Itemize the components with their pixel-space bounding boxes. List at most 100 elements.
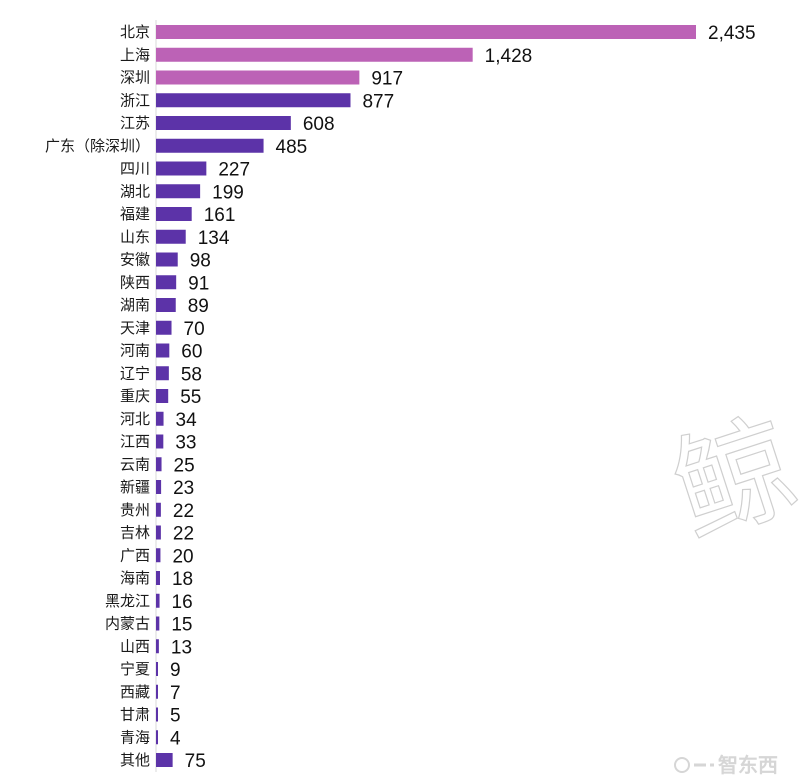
watermark-glyph: 鲸 xyxy=(657,395,800,564)
category-label: 吉林 xyxy=(120,524,150,542)
value-label: 18 xyxy=(172,569,193,590)
value-label: 70 xyxy=(184,319,205,340)
watermark-glyph-text: 鲸 xyxy=(657,395,800,563)
bar xyxy=(156,411,164,426)
value-label: 2,435 xyxy=(708,23,756,44)
category-label: 贵州 xyxy=(120,501,150,519)
bar xyxy=(156,366,169,381)
bar xyxy=(156,184,201,199)
bar xyxy=(156,298,176,312)
category-label: 宁夏 xyxy=(120,660,150,678)
bar xyxy=(156,320,172,335)
bar xyxy=(156,480,162,494)
value-label: 22 xyxy=(173,524,194,545)
value-label: 55 xyxy=(180,387,201,408)
value-label: 199 xyxy=(212,182,244,203)
bar xyxy=(156,639,159,654)
bar xyxy=(156,389,169,403)
logo-text: 智东西 xyxy=(718,753,778,777)
category-label: 内蒙古 xyxy=(105,615,150,633)
value-label: 98 xyxy=(190,251,211,272)
value-label: 5 xyxy=(170,706,181,727)
category-label: 江西 xyxy=(120,433,150,451)
category-label: 重庆 xyxy=(120,387,150,405)
bar xyxy=(156,343,170,358)
value-label: 33 xyxy=(175,433,196,454)
value-label: 4 xyxy=(170,728,181,749)
category-label: 黑龙江 xyxy=(105,592,150,610)
bar xyxy=(156,753,173,767)
value-label: 20 xyxy=(172,546,193,567)
value-label: 227 xyxy=(218,160,250,181)
category-label: 新疆 xyxy=(120,478,150,496)
value-label: 1,428 xyxy=(485,46,533,67)
bar xyxy=(156,252,178,267)
value-label: 608 xyxy=(303,114,335,135)
value-label: 23 xyxy=(173,478,194,499)
category-label: 山西 xyxy=(120,637,150,655)
category-label: 海南 xyxy=(120,569,150,587)
category-label: 广西 xyxy=(120,546,150,564)
value-label: 25 xyxy=(174,455,195,476)
value-label: 485 xyxy=(276,137,308,158)
bar xyxy=(156,616,160,631)
category-label: 云南 xyxy=(120,455,150,473)
value-label: 13 xyxy=(171,637,192,658)
bar xyxy=(156,275,177,290)
value-label: 161 xyxy=(204,205,236,226)
bar xyxy=(156,571,160,585)
bar xyxy=(156,25,696,39)
value-label: 877 xyxy=(362,91,394,112)
bar xyxy=(156,525,161,540)
value-label: 22 xyxy=(173,501,194,522)
bar xyxy=(156,161,207,176)
category-label: 安徽 xyxy=(120,251,150,269)
value-label: 34 xyxy=(176,410,198,431)
bottom-logo: 智东西 xyxy=(674,753,778,777)
category-label: 湖北 xyxy=(120,182,150,200)
category-label: 福建 xyxy=(120,205,150,223)
category-label: 深圳 xyxy=(120,69,150,87)
category-label: 辽宁 xyxy=(120,364,150,382)
value-label: 15 xyxy=(171,615,192,636)
bar xyxy=(156,138,264,153)
bar xyxy=(156,593,160,608)
category-label: 青海 xyxy=(120,728,150,746)
category-label: 浙江 xyxy=(120,91,150,109)
category-label: 上海 xyxy=(120,46,150,64)
category-label: 河北 xyxy=(120,410,150,428)
category-label: 山东 xyxy=(120,228,150,246)
value-label: 75 xyxy=(185,751,206,772)
category-label: 甘肃 xyxy=(120,706,150,724)
category-label: 四川 xyxy=(120,160,150,178)
bars-group xyxy=(156,25,696,767)
value-label: 91 xyxy=(188,273,209,294)
bar xyxy=(156,730,158,745)
value-label: 89 xyxy=(188,296,209,317)
bar xyxy=(156,684,158,699)
bar xyxy=(156,116,291,130)
bar xyxy=(156,457,162,472)
value-label: 134 xyxy=(198,228,230,249)
category-label: 湖南 xyxy=(120,296,150,314)
value-labels: 2,4351,428917877608485227199161134989189… xyxy=(170,23,756,772)
bar xyxy=(156,662,158,676)
category-label: 陕西 xyxy=(120,273,150,291)
category-label: 广东（除深圳） xyxy=(45,137,150,155)
value-label: 58 xyxy=(181,364,202,385)
bar xyxy=(156,70,360,85)
bar xyxy=(156,229,186,244)
value-label: 16 xyxy=(172,592,193,613)
value-label: 7 xyxy=(170,683,181,704)
category-label: 河南 xyxy=(120,342,150,360)
value-label: 917 xyxy=(371,69,403,90)
bar xyxy=(156,434,164,449)
logo-mark-icon xyxy=(674,757,690,773)
bar xyxy=(156,207,192,221)
bar xyxy=(156,707,158,722)
value-label: 9 xyxy=(170,660,181,681)
category-label: 天津 xyxy=(120,319,150,337)
category-label: 西藏 xyxy=(120,683,150,701)
